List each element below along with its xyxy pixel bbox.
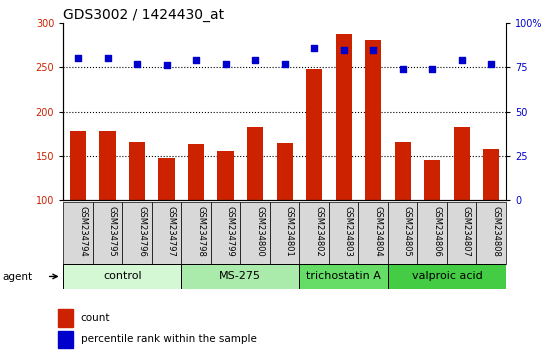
FancyBboxPatch shape	[63, 264, 182, 289]
Text: GSM234796: GSM234796	[137, 206, 146, 257]
Text: GSM234802: GSM234802	[314, 206, 323, 257]
FancyBboxPatch shape	[476, 202, 506, 264]
Bar	[306, 69, 322, 200]
Text: GSM234795: GSM234795	[107, 206, 117, 257]
Text: GSM234807: GSM234807	[461, 206, 471, 257]
FancyBboxPatch shape	[211, 202, 240, 264]
Point	[251, 57, 260, 63]
Bar	[365, 40, 381, 200]
Point	[339, 47, 348, 52]
Point	[398, 66, 407, 72]
Bar	[277, 143, 293, 200]
Bar	[188, 144, 204, 200]
Text: GSM234800: GSM234800	[255, 206, 264, 257]
Point	[368, 47, 377, 52]
Text: MS-275: MS-275	[219, 272, 261, 281]
Text: GSM234803: GSM234803	[344, 206, 353, 257]
Text: percentile rank within the sample: percentile rank within the sample	[81, 335, 256, 344]
Point	[74, 56, 82, 61]
Point	[487, 61, 496, 67]
Bar	[58, 331, 73, 348]
FancyBboxPatch shape	[182, 264, 299, 289]
FancyBboxPatch shape	[388, 264, 506, 289]
FancyBboxPatch shape	[447, 202, 476, 264]
Point	[103, 56, 112, 61]
Text: GSM234806: GSM234806	[432, 206, 441, 257]
Bar	[217, 152, 234, 200]
Text: GSM234804: GSM234804	[373, 206, 382, 257]
FancyBboxPatch shape	[240, 202, 270, 264]
Bar	[70, 131, 86, 200]
Text: GSM234805: GSM234805	[403, 206, 412, 257]
Text: GSM234799: GSM234799	[226, 206, 235, 257]
Bar	[483, 149, 499, 200]
Text: GSM234797: GSM234797	[167, 206, 175, 257]
Point	[191, 57, 200, 63]
Point	[133, 61, 141, 67]
Bar	[394, 142, 411, 200]
FancyBboxPatch shape	[417, 202, 447, 264]
FancyBboxPatch shape	[152, 202, 182, 264]
FancyBboxPatch shape	[388, 202, 417, 264]
Bar	[454, 127, 470, 200]
Text: agent: agent	[2, 272, 32, 282]
Text: GSM234794: GSM234794	[78, 206, 87, 257]
Point	[428, 66, 437, 72]
Point	[457, 57, 466, 63]
FancyBboxPatch shape	[122, 202, 152, 264]
Text: GSM234798: GSM234798	[196, 206, 205, 257]
Text: control: control	[103, 272, 141, 281]
Bar	[129, 142, 145, 200]
FancyBboxPatch shape	[299, 202, 329, 264]
FancyBboxPatch shape	[299, 264, 388, 289]
Text: trichostatin A: trichostatin A	[306, 272, 381, 281]
FancyBboxPatch shape	[93, 202, 122, 264]
FancyBboxPatch shape	[329, 202, 359, 264]
Bar	[158, 158, 175, 200]
Point	[221, 61, 230, 67]
Bar	[247, 127, 263, 200]
Text: GSM234801: GSM234801	[285, 206, 294, 257]
Bar	[100, 131, 116, 200]
Bar	[58, 309, 73, 326]
Point	[280, 61, 289, 67]
Bar	[424, 160, 441, 200]
FancyBboxPatch shape	[270, 202, 299, 264]
Text: GDS3002 / 1424430_at: GDS3002 / 1424430_at	[63, 8, 224, 22]
Text: valproic acid: valproic acid	[411, 272, 482, 281]
FancyBboxPatch shape	[63, 202, 93, 264]
FancyBboxPatch shape	[182, 202, 211, 264]
Bar	[336, 34, 352, 200]
Text: GSM234808: GSM234808	[491, 206, 501, 257]
FancyBboxPatch shape	[359, 202, 388, 264]
Point	[162, 63, 171, 68]
Point	[310, 45, 318, 51]
Text: count: count	[81, 313, 110, 323]
